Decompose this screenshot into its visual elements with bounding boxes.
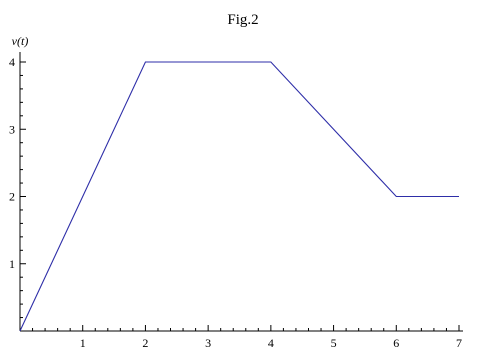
x-tick-label: 2 bbox=[142, 336, 148, 350]
y-tick-label: 4 bbox=[9, 55, 15, 69]
x-tick-label: 6 bbox=[393, 336, 399, 350]
axis-ticks bbox=[20, 61, 460, 331]
y-tick-label: 2 bbox=[9, 190, 15, 204]
x-tick-label: 1 bbox=[80, 336, 86, 350]
x-tick-label: 7 bbox=[456, 336, 462, 350]
series-line-0 bbox=[19, 61, 459, 332]
y-axis-label: v(t) bbox=[12, 34, 29, 48]
y-tick-label: 1 bbox=[9, 257, 15, 271]
series-group bbox=[19, 61, 459, 332]
y-tick-label: 3 bbox=[9, 122, 15, 136]
x-tick-label: 4 bbox=[268, 336, 274, 350]
x-tick-label: 5 bbox=[331, 336, 337, 350]
tick-labels: 1 2 3 4 5 6 7 1 2 3 4 bbox=[9, 55, 462, 350]
x-tick-label: 3 bbox=[205, 336, 211, 350]
chart-title: Fig.2 bbox=[227, 12, 258, 28]
